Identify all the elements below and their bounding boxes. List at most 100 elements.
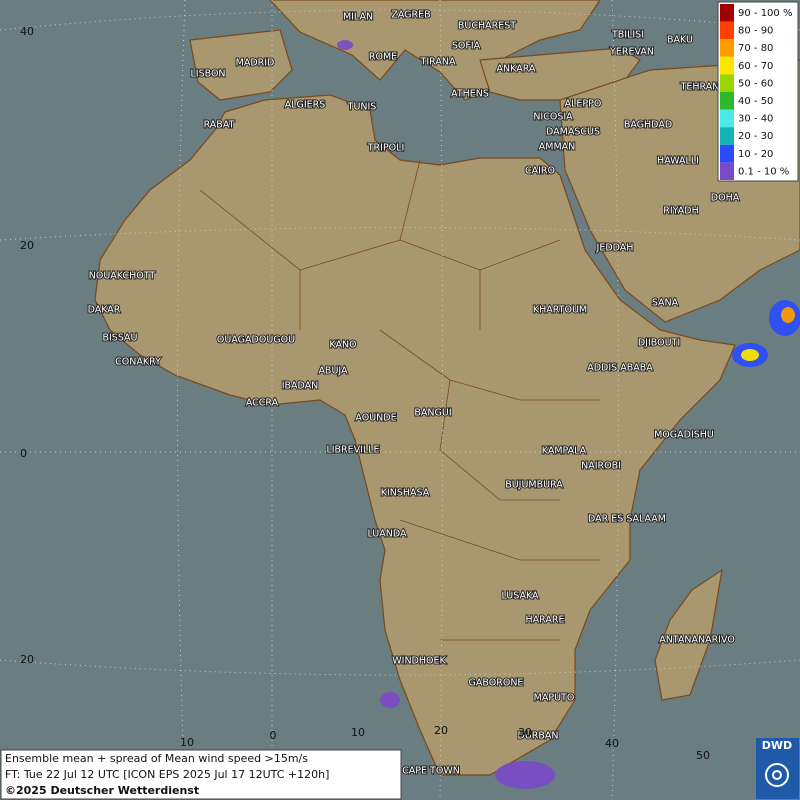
city-label: BAGHDAD xyxy=(624,120,672,131)
city-label: BAKU xyxy=(667,35,693,46)
caption-line: FT: Tue 22 Jul 12 UTC [ICON EPS 2025 Jul… xyxy=(5,768,329,781)
caption-line: Ensemble mean + spread of Mean wind spee… xyxy=(5,752,308,765)
city-label: TEHRAN xyxy=(680,82,720,93)
city-label: CAPE TOWN xyxy=(402,766,460,777)
wind-area xyxy=(741,349,759,361)
city-label: NOUAKCHOTT xyxy=(89,271,156,282)
city-label: ROME xyxy=(369,52,397,63)
city-label: CONAKRY xyxy=(115,357,161,368)
city-label: MILAN xyxy=(343,12,373,23)
city-label: KANO xyxy=(329,340,356,351)
city-label: AOUNDE xyxy=(355,413,396,424)
caption-lines: Ensemble mean + spread of Mean wind spee… xyxy=(5,752,329,797)
wind-area xyxy=(380,692,400,708)
city-label: GABORONE xyxy=(469,678,524,689)
wind-areas xyxy=(337,40,800,789)
longitude-label: 0 xyxy=(270,729,277,742)
city-label: TUNIS xyxy=(347,102,377,113)
city-label: IBADAN xyxy=(282,381,319,392)
legend-swatch xyxy=(720,127,734,145)
city-label: ALEPPO xyxy=(565,99,602,110)
longitude-label: 40 xyxy=(605,737,619,750)
logo-mark xyxy=(772,770,782,780)
city-label: KINSHASA xyxy=(381,488,430,499)
longitude-label: 20 xyxy=(434,724,448,737)
city-label: ZAGREB xyxy=(391,10,430,21)
latitude-label: 0 xyxy=(20,447,27,460)
legend-label: 50 - 60 xyxy=(738,78,773,89)
longitude-label: 10 xyxy=(351,726,365,739)
legend: 90 - 100 % 80 - 90 70 - 80 60 - 70 50 - 60 40… xyxy=(717,1,799,182)
city-label: KHARTOUM xyxy=(533,305,587,316)
grid-labels: 40 20 0 20 10 0 10 20 30 40 50 xyxy=(20,25,710,762)
wind-area xyxy=(495,761,555,789)
city-label: DJIBOUTI xyxy=(638,338,680,349)
city-label: OUAGADOUGOU xyxy=(217,335,295,346)
legend-swatch xyxy=(720,56,734,75)
legend-label: 30 - 40 xyxy=(738,114,773,125)
city-label: ANTANANARIVO xyxy=(659,635,735,646)
legend-label: 20 - 30 xyxy=(738,131,773,142)
city-label: DAR ES SALAAM xyxy=(588,514,666,525)
city-label: DURBAN xyxy=(518,731,559,742)
city-label: BANGUI xyxy=(414,408,451,419)
city-label: ANKARA xyxy=(497,64,536,75)
city-label: DOHA xyxy=(711,193,740,204)
legend-label: 90 - 100 % xyxy=(738,8,792,19)
city-label: LIBREVILLE xyxy=(326,445,379,456)
city-label: TRIPOLI xyxy=(367,143,405,154)
longitude-label: 30 xyxy=(518,726,532,739)
legend-label: 10 - 20 xyxy=(738,149,773,160)
city-label: LUANDA xyxy=(367,529,407,540)
africa xyxy=(94,94,736,776)
legend-swatch xyxy=(720,162,734,180)
city-label: BUJUMBURA xyxy=(505,480,563,491)
caption: Ensemble mean + spread of Mean wind spee… xyxy=(0,749,402,800)
city-label: NAIROBI xyxy=(581,461,621,472)
logo-text: DWD xyxy=(762,739,792,752)
legend-label: 40 - 50 xyxy=(738,96,773,107)
logo-box xyxy=(756,738,799,799)
iberia xyxy=(189,29,293,101)
city-label: ATHENS xyxy=(451,89,489,100)
legend-swatch xyxy=(720,109,734,128)
city-label: RABAT xyxy=(204,120,235,131)
city-label: MADRID xyxy=(236,58,275,69)
city-label: SOFIA xyxy=(452,41,481,52)
city-label: JEDDAH xyxy=(596,243,634,254)
wind-area xyxy=(337,40,353,50)
legend-label: 0.1 - 10 % xyxy=(738,166,789,177)
legend-swatch xyxy=(720,39,734,57)
border-lines xyxy=(199,159,600,641)
longitude-label: 50 xyxy=(696,749,710,762)
city-label: SANA xyxy=(652,298,679,309)
city-labels: MILAN ZAGREB BUCHAREST MADRID ROME SOFIA TBILI… xyxy=(87,9,741,778)
latitude-label: 40 xyxy=(20,25,34,38)
legend-label: 70 - 80 xyxy=(738,43,773,54)
caption-box xyxy=(0,749,402,800)
latitude-label: 20 xyxy=(20,653,34,666)
city-label: RIYADH xyxy=(663,206,698,217)
city-label: TIRANA xyxy=(420,57,456,68)
city-label: ALGIERS xyxy=(285,100,326,111)
city-label: KAMPALA xyxy=(542,446,587,457)
city-label: HARARE xyxy=(526,615,565,626)
legend-swatch xyxy=(720,4,734,22)
wind-area xyxy=(781,307,795,323)
city-label: ABUJA xyxy=(318,366,348,377)
logo: DWD xyxy=(756,738,799,799)
city-label: MOGADISHU xyxy=(654,430,714,441)
latitude-label: 20 xyxy=(20,239,34,252)
city-label: ACCRA xyxy=(246,398,279,409)
legend-swatch xyxy=(720,92,734,110)
city-label: BUCHAREST xyxy=(458,21,516,32)
legend-label: 60 - 70 xyxy=(738,61,773,72)
city-label: HAWALLI xyxy=(657,156,699,167)
city-label: MAPUTO xyxy=(534,693,575,704)
longitude-label: 10 xyxy=(180,736,194,749)
legend-swatch xyxy=(720,74,734,92)
madagascar xyxy=(654,568,723,701)
